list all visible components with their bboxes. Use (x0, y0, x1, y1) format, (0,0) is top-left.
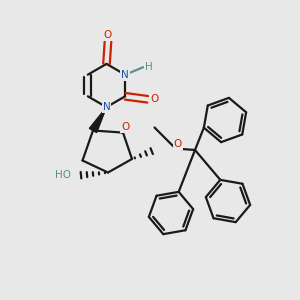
Text: N: N (103, 102, 110, 112)
Text: O: O (121, 122, 130, 132)
Text: O: O (150, 94, 158, 104)
Text: H: H (145, 62, 152, 72)
Polygon shape (89, 107, 106, 133)
Text: N: N (121, 70, 129, 80)
Text: HO: HO (55, 170, 70, 181)
Text: O: O (174, 139, 182, 149)
Text: O: O (104, 30, 112, 40)
